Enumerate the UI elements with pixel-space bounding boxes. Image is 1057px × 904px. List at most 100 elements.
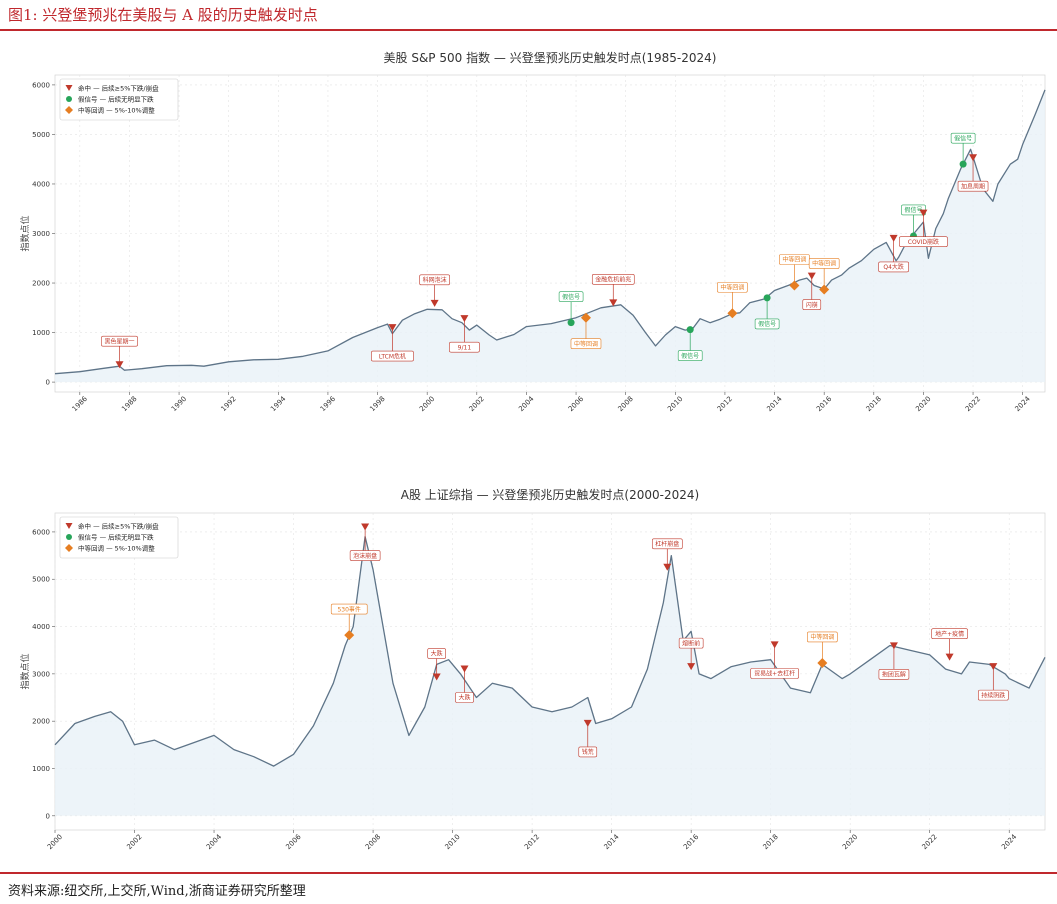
sp500-chart: 美股 S&P 500 指数 — 兴登堡预兆历史触发时点(1985-2024) 0 1… [19,50,1046,413]
x-tick-label: 1996 [319,394,338,413]
bottom-rule [0,872,1057,874]
event-label-box [978,689,1009,701]
x-tick-label: 1992 [220,395,238,413]
medium-marker [819,284,830,295]
event-label: 中等回调 [720,283,744,291]
x-tick-label: 1994 [269,394,288,413]
medium-marker [789,280,800,291]
legend-medium-label: 中等回调 — 5%-10%调整 [78,106,155,115]
event-label: 金融危机前兆 [595,276,631,284]
event-label-box [931,628,968,639]
event-label-box [950,132,976,144]
hit-marker [609,299,618,307]
event-label-box [349,550,381,561]
event-label: 抱团瓦解 [882,671,906,679]
event-label: 大跌 [431,650,443,658]
x-tick-label: 1986 [71,394,90,413]
y-tick-label: 5000 [32,131,50,139]
hit-marker [770,641,779,649]
event-label-box [570,338,602,350]
y-tick-label: 2000 [32,718,50,726]
y-axis-label: 指数点位 [19,215,31,251]
y-axis-label: 指数点位 [19,653,31,689]
event-label: 黑色星期一 [105,337,135,345]
event-label-box [558,291,584,302]
event-label: 中等回调 [812,260,836,268]
legend-medium-marker [65,106,73,114]
event-label-box [591,274,635,285]
legend-box [59,78,179,121]
x-tick-label: 1998 [368,395,386,413]
false-signal-marker [567,319,575,327]
event-label: 假信号 [954,134,972,142]
event-label-box [371,350,414,362]
y-tick-label: 6000 [32,81,50,89]
hit-marker [663,563,672,571]
event-label-box [878,261,909,273]
hit-marker [687,663,696,671]
y-tick-label: 0 [46,379,50,387]
event-label: 闪崩 [806,301,818,309]
legend-false-label: 假信号 — 后续无明显下跌 [78,95,154,104]
legend-hit-marker [65,85,73,91]
hit-marker [989,663,998,671]
y-tick-label: 2000 [32,280,50,288]
hit-marker [430,299,439,307]
figure-title: 图1: 兴登堡预兆在美股与 A 股的历史触发时点 [8,6,318,24]
hit-marker [889,234,898,242]
event-label-box [101,335,138,347]
event-label-box [651,538,683,550]
x-tick-label: 2012 [716,395,734,413]
hit-marker [115,361,124,369]
event-label: 杠杆崩盘 [655,540,679,548]
x-tick-label: 2004 [517,394,536,413]
x-tick-label: 2020 [841,833,859,851]
x-tick-label: 2000 [418,395,436,413]
x-tick-label: 2006 [567,394,586,413]
series-line [54,536,1046,767]
event-label: 加息周期 [961,182,985,190]
y-tick-label: 3000 [32,230,50,238]
event-label-box [754,318,780,330]
legend-hit-label: 命中 — 后续≥5%下跌/崩盘 [78,84,159,93]
x-tick-label: 2016 [682,832,701,851]
event-label: 中等回调 [782,256,806,264]
event-label-box [750,668,799,679]
legend-hit-label: 命中 — 后续≥5%下跌/崩盘 [78,522,159,531]
event-label: 中等回调 [574,340,598,348]
event-label-box [449,341,480,353]
hit-marker [969,154,978,162]
event-label-box [330,603,368,615]
event-label: 熔断前 [682,639,700,647]
event-label: LTCM危机 [379,352,406,360]
event-label: 假信号 [758,320,776,328]
x-tick-label: 2002 [125,833,143,851]
x-tick-label: 2002 [468,395,486,413]
event-label: 假信号 [904,206,922,214]
event-label: 中等回调 [810,633,834,641]
x-tick-label: 2014 [602,832,621,851]
legend-box [59,516,179,559]
hit-marker [583,719,592,727]
hit-marker [919,209,928,217]
false-signal-marker [763,294,771,302]
y-tick-label: 3000 [32,670,50,678]
event-label: Q4大跌 [883,263,904,271]
event-label: 贸易战+去杠杆 [754,670,795,678]
legend-false-marker [66,534,72,540]
event-label-box [899,236,948,247]
event-label: 9/11 [458,344,472,351]
y-tick-label: 5000 [32,576,50,584]
y-tick-label: 4000 [32,623,50,631]
hit-marker [807,272,816,280]
hit-marker [388,324,397,332]
hit-marker [460,665,469,673]
event-label-box [677,350,703,361]
event-label: 持续阴跌 [981,691,1005,699]
event-label-box [807,631,838,643]
event-label: 大跌 [459,694,471,702]
x-tick-label: 2004 [205,832,224,851]
legend-medium-marker [65,544,73,552]
event-label: 科网泡沫 [423,276,447,284]
chart-title: 美股 S&P 500 指数 — 兴登堡预兆历史触发时点(1985-2024) [384,50,717,65]
